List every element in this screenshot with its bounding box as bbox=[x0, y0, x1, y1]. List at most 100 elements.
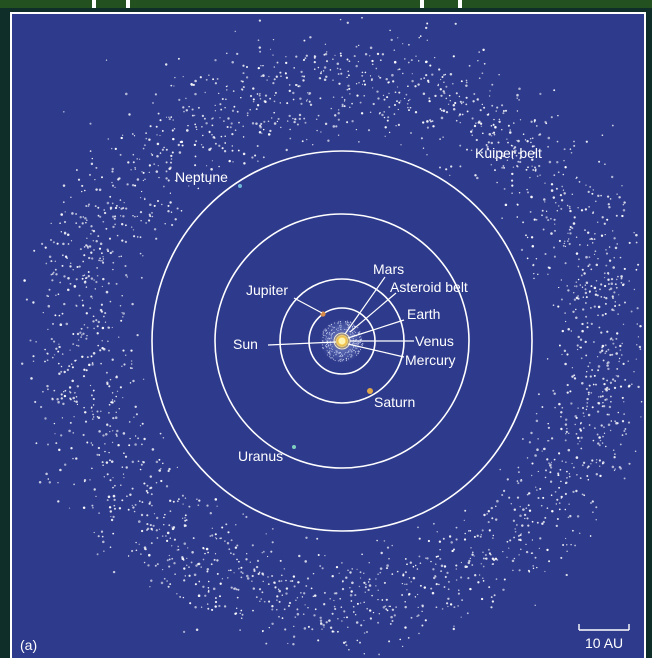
kuiper-belt-dot bbox=[33, 249, 36, 252]
kuiper-belt-dot bbox=[561, 353, 563, 356]
kuiper-belt-dot bbox=[229, 126, 232, 129]
kuiper-belt-dot bbox=[260, 598, 262, 600]
kuiper-belt-dot bbox=[583, 415, 585, 417]
kuiper-belt-dot bbox=[422, 92, 426, 95]
kuiper-belt-dot bbox=[100, 259, 102, 262]
kuiper-belt-dot bbox=[409, 106, 412, 109]
kuiper-belt-dot bbox=[542, 496, 545, 499]
kuiper-belt-dot bbox=[325, 60, 329, 63]
kuiper-belt-dot bbox=[136, 236, 139, 238]
kuiper-belt-dot bbox=[377, 621, 380, 624]
kuiper-belt-dot bbox=[227, 117, 230, 120]
kuiper-belt-dot bbox=[210, 563, 213, 566]
kuiper-belt-dot bbox=[96, 453, 99, 456]
kuiper-belt-dot bbox=[550, 183, 554, 186]
kuiper-belt-dot bbox=[301, 596, 304, 598]
kuiper-belt-dot bbox=[590, 268, 593, 271]
kuiper-belt-dot bbox=[240, 88, 243, 91]
kuiper-belt-dot bbox=[112, 515, 115, 519]
kuiper-belt-dot bbox=[211, 118, 213, 120]
kuiper-belt-dot bbox=[595, 519, 597, 521]
kuiper-belt-dot bbox=[79, 216, 82, 219]
kuiper-belt-dot bbox=[181, 557, 185, 560]
kuiper-belt-dot bbox=[511, 192, 513, 194]
kuiper-belt-dot bbox=[610, 400, 612, 403]
kuiper-belt-dot bbox=[564, 492, 567, 496]
kuiper-belt-dot bbox=[471, 129, 473, 131]
kuiper-belt-dot bbox=[128, 421, 131, 423]
kuiper-belt-dot bbox=[46, 294, 49, 297]
kuiper-belt-dot bbox=[523, 513, 527, 517]
kuiper-belt-dot bbox=[125, 466, 128, 469]
kuiper-belt-dot bbox=[557, 305, 560, 308]
kuiper-belt-dot bbox=[156, 537, 159, 539]
kuiper-belt-dot bbox=[261, 132, 263, 134]
kuiper-belt-dot bbox=[518, 569, 521, 572]
kuiper-belt-dot bbox=[283, 568, 285, 570]
kuiper-belt-dot bbox=[242, 64, 245, 67]
kuiper-belt-dot bbox=[604, 312, 607, 315]
kuiper-belt-dot bbox=[95, 188, 98, 191]
kuiper-belt-dot bbox=[211, 160, 214, 162]
kuiper-belt-dot bbox=[576, 515, 580, 518]
kuiper-belt-dot bbox=[183, 579, 186, 582]
kuiper-belt-dot bbox=[101, 461, 104, 464]
kuiper-belt-dot bbox=[93, 416, 95, 418]
kuiper-belt-dot bbox=[35, 442, 38, 445]
kuiper-belt-dot bbox=[493, 133, 496, 136]
kuiper-belt-dot bbox=[120, 484, 122, 486]
kuiper-belt-dot bbox=[186, 129, 189, 132]
kuiper-belt-dot bbox=[172, 137, 175, 141]
kuiper-belt-dot bbox=[604, 233, 606, 236]
kuiper-belt-dot bbox=[571, 227, 574, 230]
kuiper-belt-dot bbox=[577, 436, 580, 440]
kuiper-belt-dot bbox=[82, 506, 86, 509]
kuiper-belt-dot bbox=[391, 544, 393, 547]
kuiper-belt-dot bbox=[536, 489, 538, 491]
kuiper-belt-dot bbox=[390, 615, 393, 619]
kuiper-belt-dot bbox=[601, 462, 604, 465]
kuiper-belt-dot bbox=[469, 529, 472, 532]
kuiper-belt-dot bbox=[103, 476, 105, 478]
kuiper-belt-dot bbox=[156, 563, 159, 566]
kuiper-belt-dot bbox=[637, 336, 640, 338]
kuiper-belt-dot bbox=[72, 432, 75, 434]
kuiper-belt-dot bbox=[67, 288, 70, 292]
kuiper-belt-dot bbox=[377, 598, 379, 601]
kuiper-belt-dot bbox=[501, 217, 503, 219]
kuiper-belt-dot bbox=[95, 280, 98, 284]
kuiper-belt-dot bbox=[312, 572, 315, 575]
kuiper-belt-dot bbox=[98, 247, 102, 250]
kuiper-belt-dot bbox=[384, 605, 387, 608]
kuiper-belt-dot bbox=[197, 106, 200, 109]
kuiper-belt-dot bbox=[218, 144, 221, 147]
kuiper-belt-dot bbox=[94, 178, 96, 181]
kuiper-belt-dot bbox=[235, 612, 238, 615]
kuiper-belt-dot bbox=[447, 588, 450, 591]
kuiper-belt-dot bbox=[557, 472, 560, 475]
kuiper-belt-dot bbox=[587, 465, 590, 468]
kuiper-belt-dot bbox=[96, 267, 98, 269]
kuiper-belt-dot bbox=[149, 475, 153, 478]
kuiper-belt-dot bbox=[42, 390, 44, 393]
kuiper-belt-dot bbox=[402, 43, 404, 45]
kuiper-belt-dot bbox=[211, 608, 214, 611]
kuiper-belt-dot bbox=[168, 565, 171, 568]
kuiper-belt-dot bbox=[598, 160, 601, 163]
kuiper-belt-dot bbox=[82, 216, 85, 218]
kuiper-belt-dot bbox=[375, 578, 377, 580]
kuiper-belt-dot bbox=[276, 120, 279, 123]
kuiper-belt-dot bbox=[406, 102, 409, 105]
kuiper-belt-dot bbox=[144, 548, 146, 551]
kuiper-belt-dot bbox=[426, 22, 429, 25]
kuiper-belt-dot bbox=[140, 220, 142, 222]
kuiper-belt-dot bbox=[582, 412, 585, 414]
kuiper-belt-dot bbox=[81, 355, 84, 358]
kuiper-belt-dot bbox=[563, 148, 566, 151]
kuiper-belt-dot bbox=[194, 583, 197, 586]
kuiper-belt-dot bbox=[634, 450, 637, 453]
kuiper-belt-dot bbox=[519, 156, 522, 159]
kuiper-belt-dot bbox=[557, 474, 560, 477]
kuiper-belt-dot bbox=[441, 608, 444, 610]
kuiper-belt-dot bbox=[364, 586, 367, 589]
